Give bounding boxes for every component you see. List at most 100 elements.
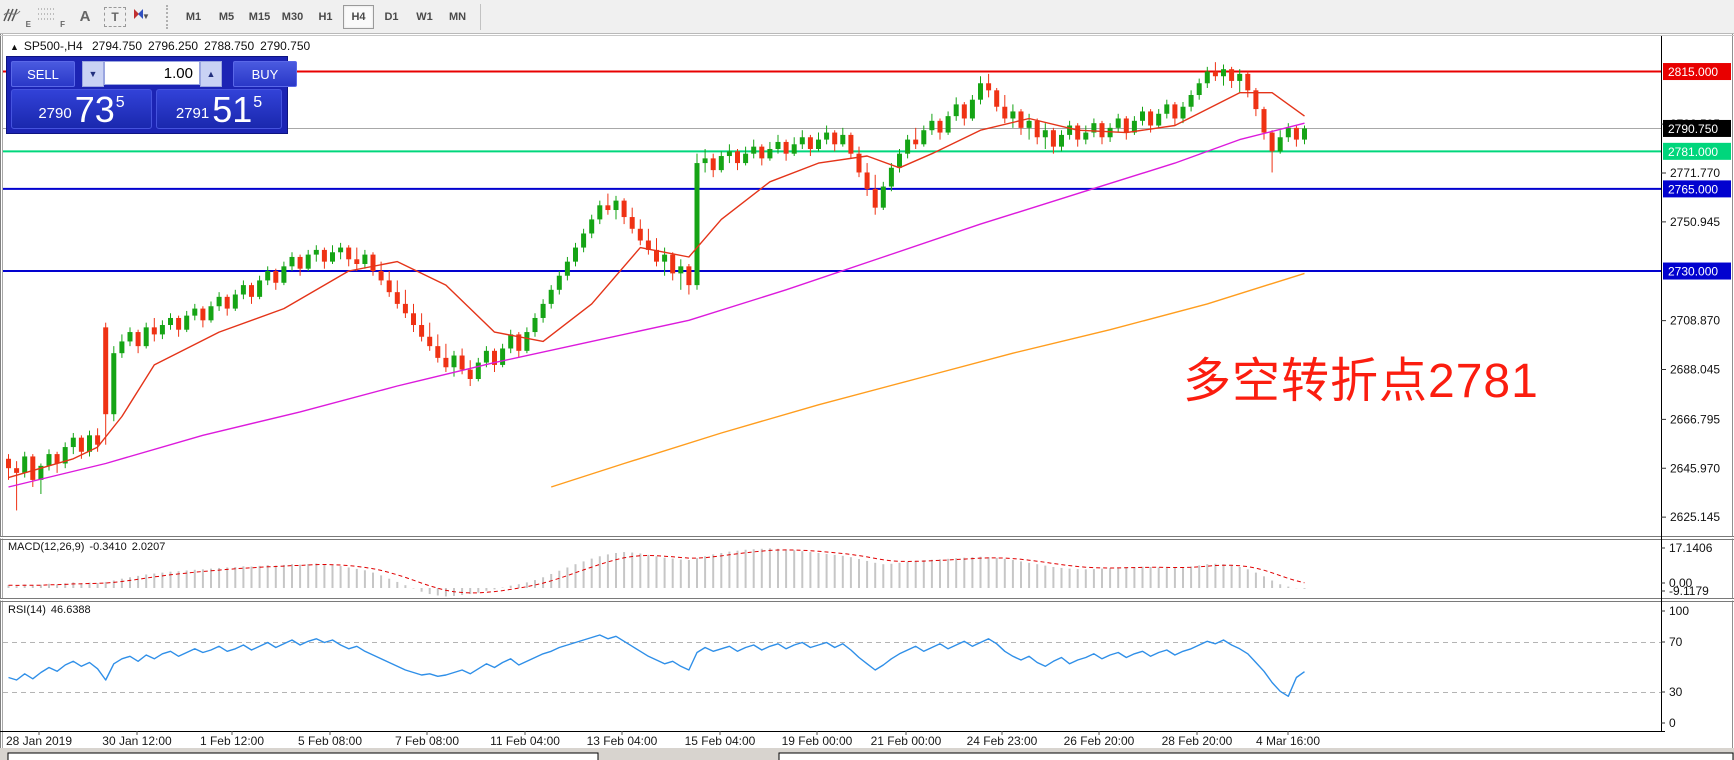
svg-text:2708.870: 2708.870 xyxy=(1670,314,1720,328)
price-badge-2765.000[interactable]: 2765.000 xyxy=(1663,180,1731,198)
macd-histogram xyxy=(7,548,1306,597)
svg-text:0.00: 0.00 xyxy=(1669,576,1693,590)
toolbar-separator xyxy=(166,4,173,29)
svg-text:28 Jan 2019: 28 Jan 2019 xyxy=(6,734,72,748)
price-axis-labels: 2792.5952771.7702750.9452708.8702688.045… xyxy=(1661,117,1720,524)
timeframe-mn-button[interactable]: MN xyxy=(448,10,467,23)
chart-annotation-text: 多空转折点2781 xyxy=(1183,355,1539,408)
price-badge-2815.000[interactable]: 2815.000 xyxy=(1663,63,1731,81)
svg-text:21 Feb 00:00: 21 Feb 00:00 xyxy=(871,734,942,748)
rsi-label: RSI(14) 46.6388 xyxy=(8,604,96,616)
svg-text:2781.000: 2781.000 xyxy=(1668,145,1718,159)
moving-average-line xyxy=(550,272,1305,488)
timeframe-d1-button[interactable]: D1 xyxy=(384,10,399,23)
moving-average-line xyxy=(8,92,1305,479)
timeframe-h1-button[interactable]: H1 xyxy=(318,10,333,23)
open-value: 2794.750 xyxy=(91,39,143,53)
time-axis-labels: 28 Jan 2019 30 Jan 12:00 1 Feb 12:00 5 Feb … xyxy=(6,731,1320,748)
timeframe-m15-button[interactable]: M15 xyxy=(248,10,271,23)
buy-button[interactable]: BUY xyxy=(233,61,297,87)
ask-price-sup: 5 xyxy=(253,94,263,111)
grid-icon[interactable]: F xyxy=(38,8,65,29)
rsi-name: RSI(14) xyxy=(8,604,46,616)
text-label-icon[interactable]: T xyxy=(104,6,126,27)
svg-text:0: 0 xyxy=(1669,716,1676,730)
volume-decrease-button[interactable]: ▼ xyxy=(82,61,104,87)
lower-window-1[interactable] xyxy=(7,752,599,760)
toolbar-separator-2 xyxy=(480,3,481,30)
ask-price-tile[interactable]: 2791 51 5 xyxy=(156,89,282,129)
svg-text:2765.000: 2765.000 xyxy=(1668,182,1718,196)
volume-input[interactable] xyxy=(104,61,200,85)
lower-window-2[interactable] xyxy=(778,752,1734,760)
candles-layer xyxy=(6,62,1307,511)
symbol-period-label: SP500-,H4 xyxy=(23,39,83,53)
toolbar: E F A T ▼ M1 M5 M15 M30 H1 H4 D1 W1 MN xyxy=(0,0,1734,34)
svg-text:1 Feb 12:00: 1 Feb 12:00 xyxy=(200,734,264,748)
chart-background xyxy=(0,33,1734,760)
svg-text:-9.1179: -9.1179 xyxy=(1669,584,1709,598)
macd-main-value: -0.3410 xyxy=(89,541,127,553)
svg-text:2645.970: 2645.970 xyxy=(1670,461,1720,475)
dropdown-caret-icon: ▼ xyxy=(142,12,150,21)
timeframe-m30-button[interactable]: M30 xyxy=(281,10,304,23)
rsi-axis-labels: 100 70 30 0 xyxy=(1661,604,1689,730)
timeframe-h4-button[interactable]: H4 xyxy=(343,4,374,29)
ask-price-prefix: 2791 xyxy=(175,105,210,122)
svg-text:2750.945: 2750.945 xyxy=(1670,215,1720,229)
svg-text:4 Mar 16:00: 4 Mar 16:00 xyxy=(1256,734,1320,748)
svg-text:2666.795: 2666.795 xyxy=(1670,412,1720,426)
timeframe-group: M1 M5 M15 M30 H1 H4 D1 W1 MN xyxy=(177,4,474,29)
timeframe-w1-button[interactable]: W1 xyxy=(416,10,433,23)
svg-text:100: 100 xyxy=(1669,604,1689,618)
bid-price-sup: 5 xyxy=(115,94,125,111)
bid-price-tile[interactable]: 2790 73 5 xyxy=(11,89,152,129)
svg-text:2688.045: 2688.045 xyxy=(1670,363,1720,377)
svg-text:30 Jan 12:00: 30 Jan 12:00 xyxy=(102,734,172,748)
separator-gap2 xyxy=(0,599,1734,601)
chart-header: ▲ SP500-,H4 2794.750 2796.250 2788.750 2790.… xyxy=(10,39,316,53)
bid-price-prefix: 2790 xyxy=(38,105,72,122)
svg-text:7 Feb 08:00: 7 Feb 08:00 xyxy=(395,734,459,748)
font-icon[interactable]: A xyxy=(79,8,91,25)
svg-text:2771.770: 2771.770 xyxy=(1670,166,1720,180)
indicators-icon[interactable]: E xyxy=(2,5,32,29)
macd-name: MACD(12,26,9) xyxy=(8,541,85,553)
svg-text:2730.000: 2730.000 xyxy=(1668,265,1718,279)
price-badge-2790.750[interactable]: 2790.750 xyxy=(1663,119,1731,137)
rsi-value: 46.6388 xyxy=(50,604,91,616)
macd-label: MACD(12,26,9) -0.3410 2.0207 xyxy=(8,541,170,553)
macd-signal-value: 2.0207 xyxy=(131,541,166,553)
high-value: 2796.250 xyxy=(148,39,199,53)
moving-average-line xyxy=(8,122,1305,488)
collapse-arrow-icon[interactable]: ▲ xyxy=(10,42,19,52)
svg-text:28 Feb 20:00: 28 Feb 20:00 xyxy=(1162,734,1233,748)
svg-text:2625.145: 2625.145 xyxy=(1670,510,1720,524)
price-badge-2730.000[interactable]: 2730.000 xyxy=(1663,262,1731,280)
price-badge-2781.000[interactable]: 2781.000 xyxy=(1663,142,1731,160)
svg-text:24 Feb 23:00: 24 Feb 23:00 xyxy=(967,734,1038,748)
arrow-objects-icon[interactable]: ▼ xyxy=(130,5,160,29)
bid-price-big: 73 xyxy=(74,89,115,130)
separator-gap xyxy=(0,537,1734,539)
timeframe-m1-button[interactable]: M1 xyxy=(185,10,202,23)
low-value: 2788.750 xyxy=(204,39,255,53)
sell-button[interactable]: SELL xyxy=(11,61,75,87)
close-value: 2790.750 xyxy=(260,39,311,53)
svg-text:17.1406: 17.1406 xyxy=(1669,541,1713,555)
svg-text:11 Feb 04:00: 11 Feb 04:00 xyxy=(490,734,560,748)
ask-price-big: 51 xyxy=(212,89,253,130)
svg-text:30: 30 xyxy=(1669,685,1683,699)
volume-increase-button[interactable]: ▲ xyxy=(200,61,222,87)
svg-text:5 Feb 08:00: 5 Feb 08:00 xyxy=(298,734,362,748)
svg-text:26 Feb 20:00: 26 Feb 20:00 xyxy=(1064,734,1135,748)
svg-text:70: 70 xyxy=(1669,635,1683,649)
macd-axis-labels: 17.1406 0.00-9.1179 xyxy=(1661,541,1713,598)
svg-text:19 Feb 00:00: 19 Feb 00:00 xyxy=(782,734,853,748)
svg-text:15 Feb 04:00: 15 Feb 04:00 xyxy=(685,734,756,748)
timeframe-m5-button[interactable]: M5 xyxy=(218,10,235,23)
rsi-line xyxy=(8,634,1305,697)
svg-text:2790.750: 2790.750 xyxy=(1668,122,1718,136)
